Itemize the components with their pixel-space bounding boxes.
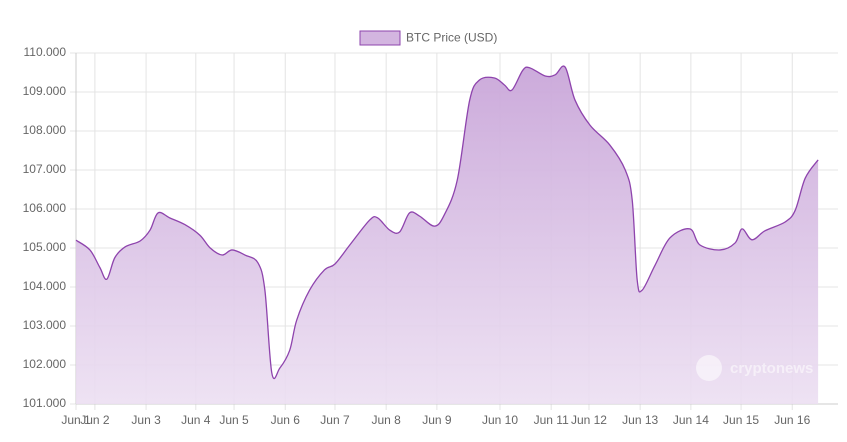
line bbox=[75, 65, 819, 380]
x-tick-label: Jun 3 bbox=[131, 413, 161, 427]
y-tick-label: 102.000 bbox=[23, 357, 67, 371]
area-fill bbox=[76, 66, 819, 404]
y-tick-label: 101.000 bbox=[23, 396, 67, 410]
y-tick-label: 107.000 bbox=[23, 162, 67, 176]
x-tick-label: Jun 15 bbox=[723, 413, 759, 427]
x-tick-label: Jun 10 bbox=[482, 413, 518, 427]
x-tick-label: Jun 9 bbox=[422, 413, 452, 427]
y-tick-label: 108.000 bbox=[23, 123, 67, 137]
y-tick-label: 110.000 bbox=[24, 45, 67, 59]
x-tick-label: Jun 5 bbox=[219, 413, 249, 427]
x-tick-label: Jun 14 bbox=[673, 413, 709, 427]
legend-label: BTC Price (USD) bbox=[406, 31, 497, 45]
watermark: cryptonews bbox=[730, 360, 813, 377]
legend-swatch bbox=[359, 30, 401, 46]
x-tick-label: Jun 1 bbox=[61, 413, 91, 427]
x-tick-label: Jun 2 bbox=[80, 413, 110, 427]
y-tick-label: 104.000 bbox=[23, 279, 67, 293]
y-tick-label: 109.000 bbox=[23, 84, 67, 98]
x-tick-label: Jun 16 bbox=[774, 413, 810, 427]
y-tick-label: 105.000 bbox=[23, 240, 67, 254]
x-tick-label: Jun 4 bbox=[181, 413, 211, 427]
x-tick-label: Jun 8 bbox=[371, 413, 401, 427]
y-tick-label: 106.000 bbox=[23, 201, 67, 215]
x-tick-label: Jun 12 bbox=[571, 413, 607, 427]
x-tick-label: Jun 7 bbox=[320, 413, 350, 427]
watermark-icon bbox=[696, 355, 722, 381]
x-tick-label: Jun 6 bbox=[271, 413, 301, 427]
x-tick-label: Jun 13 bbox=[622, 413, 658, 427]
x-tick-label: Jun 11 bbox=[534, 413, 569, 427]
y-tick-label: 103.000 bbox=[23, 318, 67, 332]
